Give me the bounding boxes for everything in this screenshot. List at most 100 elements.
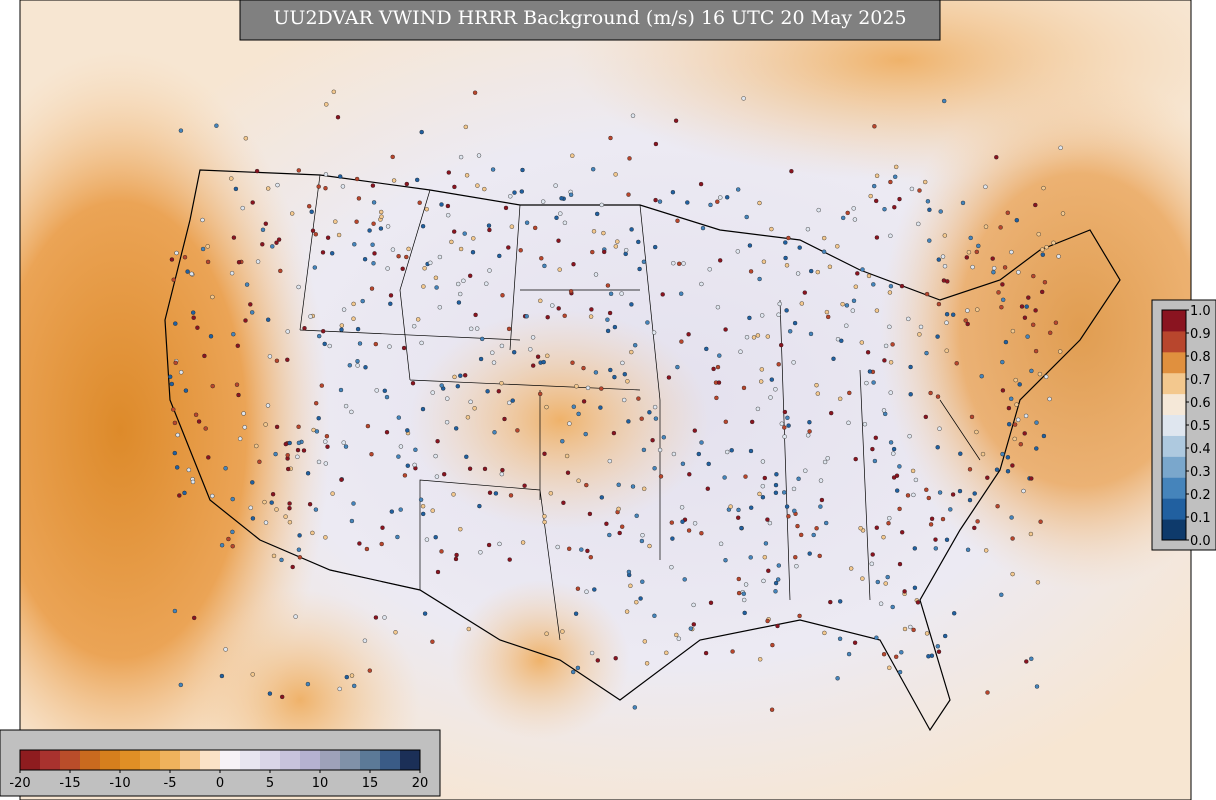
observation-dot	[626, 569, 632, 575]
colorbar-segment	[1162, 435, 1186, 457]
observation-dot	[807, 420, 812, 425]
observation-dot	[270, 492, 276, 497]
observation-dot	[327, 343, 332, 349]
observation-dot	[530, 335, 536, 340]
observation-dot	[500, 293, 505, 298]
observation-dot	[1057, 349, 1063, 354]
observation-dot	[995, 504, 1000, 509]
observation-dot	[984, 548, 989, 553]
observation-dot	[468, 273, 473, 278]
observation-dot	[612, 374, 617, 380]
observation-dot	[458, 373, 463, 378]
observation-dot	[313, 507, 319, 512]
observation-dot	[210, 294, 215, 300]
observation-dot	[699, 440, 704, 445]
observation-dot	[287, 506, 292, 511]
observation-dot	[794, 564, 799, 569]
observation-dot	[791, 486, 797, 492]
observation-dot	[191, 315, 196, 320]
observation-dot	[829, 410, 834, 416]
observation-dot	[507, 400, 512, 405]
observation-dot	[653, 197, 658, 203]
observation-dot	[1016, 270, 1021, 275]
colorbar-segment	[100, 750, 121, 770]
observation-dot	[340, 184, 346, 189]
observation-dot	[736, 576, 741, 582]
observation-dot	[677, 261, 682, 266]
observation-dot	[372, 251, 377, 256]
observation-dot	[1037, 371, 1043, 377]
observation-dot	[607, 310, 613, 316]
observation-dot	[485, 389, 490, 394]
observation-dot	[469, 326, 474, 331]
observation-dot	[1017, 382, 1022, 387]
observation-dot	[766, 568, 771, 573]
observation-dot	[490, 167, 496, 172]
observation-dot	[584, 482, 589, 488]
observation-dot	[852, 640, 858, 645]
observation-dot	[396, 454, 401, 459]
observation-dot	[807, 551, 812, 556]
observation-dot	[685, 200, 690, 205]
observation-dot	[556, 306, 561, 311]
observation-dot	[604, 521, 609, 526]
observation-dot	[784, 504, 790, 509]
observation-dot	[630, 484, 636, 489]
observation-dot	[869, 561, 874, 566]
observation-dot	[565, 470, 571, 475]
observation-dot	[957, 488, 963, 494]
observation-dot	[929, 516, 935, 521]
observation-dot	[445, 396, 450, 401]
observation-dot	[1014, 217, 1019, 223]
observation-dot	[882, 206, 887, 212]
colorbar-tick-label: 1.0	[1190, 304, 1211, 319]
observation-dot	[636, 396, 641, 401]
observation-dot	[791, 360, 796, 365]
observation-dot	[624, 609, 630, 614]
observation-dot	[254, 168, 260, 174]
observation-dot	[279, 557, 284, 563]
observation-dot	[465, 415, 471, 420]
observation-dot	[965, 547, 971, 552]
observation-dot	[568, 192, 574, 198]
observation-dot	[945, 279, 950, 284]
observation-dot	[821, 249, 827, 254]
observation-dot	[905, 493, 911, 498]
observation-dot	[214, 123, 219, 128]
observation-dot	[1056, 254, 1061, 259]
observation-dot	[1009, 249, 1014, 255]
observation-dot	[424, 206, 429, 212]
observation-dot	[1012, 436, 1017, 442]
observation-dot	[1005, 469, 1011, 474]
observation-dot	[413, 447, 418, 452]
observation-dot	[496, 389, 501, 394]
observation-dot	[852, 217, 858, 222]
observation-dot	[439, 202, 444, 207]
colorbar-segment	[1162, 393, 1186, 416]
observation-dot	[1034, 684, 1040, 689]
observation-dot	[664, 650, 669, 655]
observation-dot	[784, 263, 790, 268]
observation-dot	[1047, 396, 1052, 402]
observation-dot	[1000, 359, 1005, 365]
observation-dot	[765, 334, 770, 339]
observation-dot	[544, 631, 549, 636]
observation-dot	[940, 254, 946, 259]
observation-dot	[287, 440, 292, 446]
observation-dot	[741, 385, 747, 391]
observation-dot	[692, 521, 698, 526]
observation-dot	[382, 388, 387, 393]
observation-dot	[888, 360, 894, 365]
colorbar-segment	[300, 750, 321, 770]
observation-dot	[285, 453, 290, 458]
observation-dot	[367, 668, 372, 673]
observation-dot	[519, 189, 524, 194]
observation-dot	[674, 632, 679, 638]
observation-dot	[1029, 368, 1034, 374]
observation-dot	[870, 446, 875, 452]
observation-dot	[475, 183, 480, 188]
observation-dot	[230, 529, 235, 535]
observation-dot	[967, 497, 973, 503]
observation-dot	[969, 414, 975, 420]
observation-dot	[190, 310, 196, 315]
